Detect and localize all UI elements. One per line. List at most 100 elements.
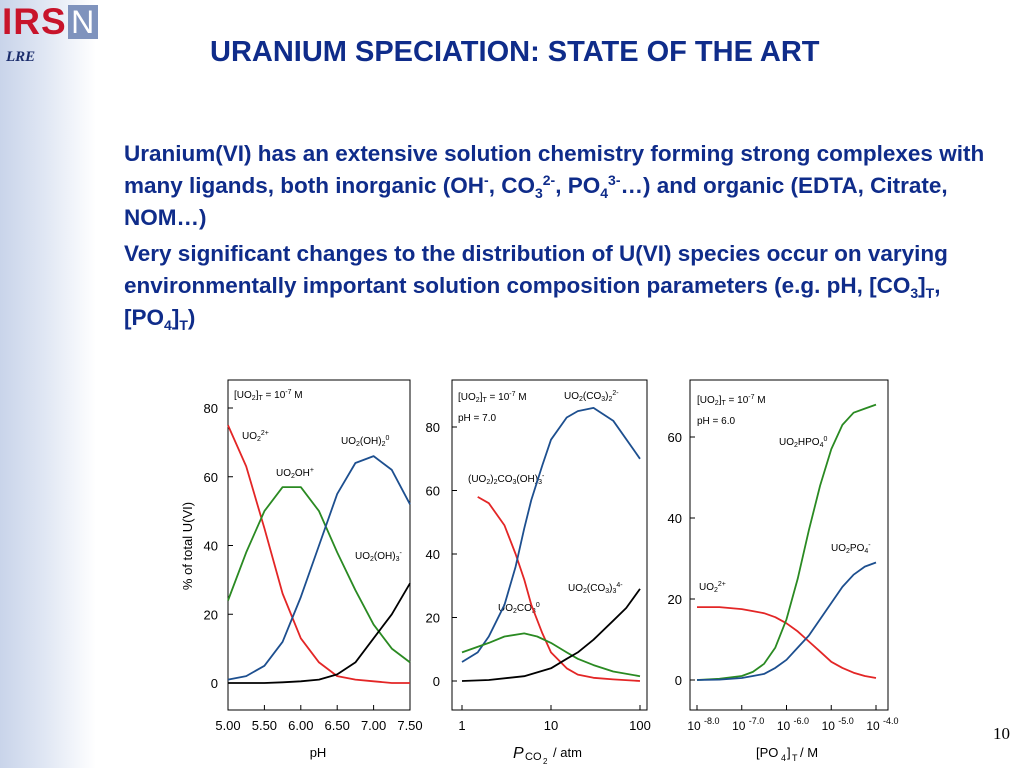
chart1-ytick-label: 20 xyxy=(204,607,218,622)
chart2-series-labels: UO2(CO3)22- (UO2)2CO3(OH)3- UO2(CO3)34- … xyxy=(468,390,623,615)
svg-text:/ atm: / atm xyxy=(553,745,582,760)
chart3-xtick-label: 10 xyxy=(866,719,880,733)
label-uo2po4: UO2PO4- xyxy=(831,542,871,555)
chart2-ytick-label: 0 xyxy=(433,674,440,689)
label-dimer: (UO2)2CO3(OH)3- xyxy=(468,473,545,486)
svg-text:P: P xyxy=(513,745,524,762)
p2-sub-t2: T xyxy=(179,317,188,333)
chart3-xtick-exponent: -6.0 xyxy=(794,716,810,726)
svg-text:CO: CO xyxy=(525,751,542,763)
chart1-series-line-red xyxy=(227,424,410,684)
paragraph-2: Very significant changes to the distribu… xyxy=(124,238,1014,334)
logo-box-letter: N xyxy=(67,5,98,39)
svg-text:4: 4 xyxy=(781,753,786,763)
label-uo2co33: UO2(CO3)34- xyxy=(568,582,623,595)
chart1-series-line-green xyxy=(227,486,411,664)
chart3-ytick-label: 60 xyxy=(668,430,682,445)
label-uo2hpo4: UO2HPO40 xyxy=(779,436,827,449)
p2-text-a: Very significant changes to the distribu… xyxy=(124,241,948,298)
chart1-xtick-label: 5.00 xyxy=(215,718,240,733)
label-uo2oh2: UO2(OH)20 xyxy=(341,435,389,448)
label-uo2oh-plus: UO2OH+ xyxy=(276,467,314,480)
page-title: URANIUM SPECIATION: STATE OF THE ART xyxy=(210,36,820,68)
svg-text:pH = 7.0: pH = 7.0 xyxy=(458,413,497,424)
chart-marks: 0 20 40 60 80 5.00 5.50 6.00 6.50 7.00 7.50 0 20 40 60… xyxy=(204,401,899,733)
label-uo2-2plus: UO22+ xyxy=(242,430,269,443)
p2-sub-3: 3 xyxy=(910,285,919,301)
chart1-annotation: [UO2]T = 10-7 M xyxy=(234,389,303,402)
chart3-xtick-label: 10 xyxy=(732,719,746,733)
p2-sub-4: 4 xyxy=(164,317,172,333)
chart3-series-labels: UO2HPO40 UO2PO4- UO22+ xyxy=(699,436,871,594)
p1-text-c: , PO xyxy=(555,173,601,198)
chart2-annotation: [UO2]T = 10-7 M pH = 7.0 xyxy=(458,391,527,424)
p2-bracket-1: ] xyxy=(918,273,926,298)
chart2-xtick-label: 100 xyxy=(629,718,651,733)
svg-text:T: T xyxy=(792,753,798,763)
p1-text-d: …) and organic (EDTA, Citrate, NOM…) xyxy=(124,173,948,230)
chart2-xtick-label: 1 xyxy=(458,718,465,733)
p1-sup-oh: - xyxy=(484,172,489,188)
chart1-ytick-label: 40 xyxy=(204,539,218,554)
p2-sub-t1: T xyxy=(925,285,935,301)
chart3-annotation: [UO2]T = 10-7 M pH = 6.0 xyxy=(697,394,766,427)
p1-text-b: , CO xyxy=(488,173,535,198)
p2-text-b: , [PO xyxy=(124,273,941,330)
svg-text:]: ] xyxy=(787,745,791,760)
paragraph-1: Uranium(VI) has an extensive solution ch… xyxy=(124,138,1014,234)
chart2-ytick-label: 60 xyxy=(426,484,440,499)
svg-text:pH = 6.0: pH = 6.0 xyxy=(697,416,736,427)
chart2-series-line-red xyxy=(477,496,641,682)
chart1-ytick-label: 80 xyxy=(204,401,218,416)
p1-sup-po4: 3- xyxy=(608,172,621,188)
chart1-xtick-label: 6.50 xyxy=(325,718,350,733)
svg-text:/ M: / M xyxy=(800,745,818,760)
chart3-xlabel: [PO 4 ] T / M xyxy=(756,745,818,763)
sidebar-gradient xyxy=(0,0,96,768)
chart3-ytick-label: 20 xyxy=(668,592,682,607)
chart2-xlabel: P CO 2 / atm xyxy=(513,745,582,766)
chart3-frame xyxy=(689,379,889,711)
p1-sup-co3: 2- xyxy=(542,172,556,188)
chart1-ytick-label: 60 xyxy=(204,470,218,485)
chart1-xtick-label: 6.00 xyxy=(288,718,313,733)
chart2-ytick-label: 20 xyxy=(426,611,440,626)
svg-text:[UO2]T = 10-7 M: [UO2]T = 10-7 M xyxy=(458,391,527,404)
chart1-ytick-label: 0 xyxy=(211,676,218,691)
chart3-ytick-label: 40 xyxy=(668,511,682,526)
p1-sub-4: 4 xyxy=(600,185,609,201)
chart3-series-line-green xyxy=(696,403,877,681)
p1-text-a: Uranium(VI) has an extensive solution ch… xyxy=(124,141,985,198)
irsn-logo: IRS N xyxy=(2,2,98,42)
chart3-ytick-label: 0 xyxy=(675,673,682,688)
svg-text:[PO: [PO xyxy=(756,745,778,760)
logo-letters: IRS xyxy=(2,1,67,42)
chart1-series-labels: UO22+ UO2OH+ UO2(OH)20 UO2(OH)3- xyxy=(242,430,402,563)
label-uo2-2plus-c3: UO22+ xyxy=(699,581,726,594)
label-uo2co32: UO2(CO3)22- xyxy=(564,390,619,403)
chart3-series-line-blue xyxy=(696,561,877,681)
svg-text:2: 2 xyxy=(543,757,548,766)
chart2-frame xyxy=(451,379,648,711)
chart3-xtick-exponent: -8.0 xyxy=(704,716,720,726)
chart2-series-line-blue xyxy=(461,407,641,663)
chart2-ytick-label: 40 xyxy=(426,547,440,562)
chart3-xtick-label: 10 xyxy=(822,719,836,733)
chart1-xtick-label: 7.00 xyxy=(361,718,386,733)
chart3-xtick-exponent: -7.0 xyxy=(749,716,765,726)
svg-text:[UO2]T = 10-7 M: [UO2]T = 10-7 M xyxy=(697,394,766,407)
chart1-xlabel: pH xyxy=(310,745,327,760)
p1-sub-3: 3 xyxy=(534,185,543,201)
svg-text:[UO2]T = 10-7 M: [UO2]T = 10-7 M xyxy=(234,389,303,402)
chart2-series-line-green xyxy=(461,632,641,678)
chart3-xtick-exponent: -5.0 xyxy=(838,716,854,726)
chart1-xtick-label: 7.50 xyxy=(397,718,422,733)
chart2-xtick-label: 10 xyxy=(544,718,558,733)
chart3-xtick-label: 10 xyxy=(777,719,791,733)
p2-text-c: ) xyxy=(187,305,196,330)
page-number: 10 xyxy=(993,724,1010,743)
chart3-xtick-exponent: -4.0 xyxy=(883,716,899,726)
chart1-series-line-black xyxy=(228,582,411,684)
chart1-ylabel: % of total U(VI) xyxy=(180,502,195,590)
